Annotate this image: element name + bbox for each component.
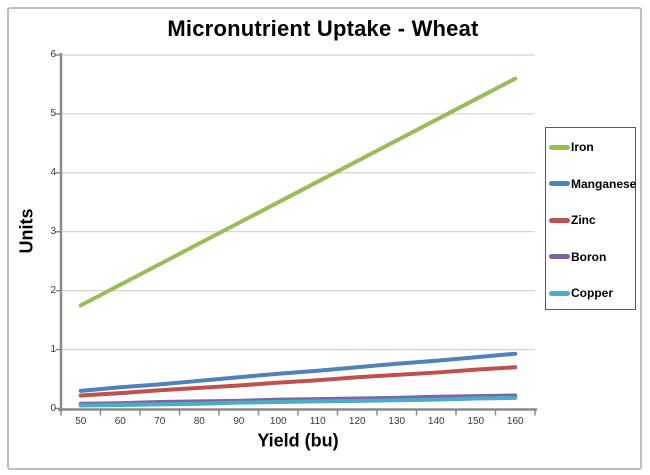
legend-swatch-icon <box>549 290 570 296</box>
legend-label: Iron <box>571 140 594 154</box>
y-tick-label: 6 <box>50 49 56 60</box>
series-line-iron <box>78 76 518 308</box>
series-line-manganese <box>78 351 518 393</box>
legend-label: Copper <box>571 286 613 301</box>
series-line-boron <box>78 393 518 406</box>
x-tick-label: 50 <box>75 416 87 427</box>
x-tick-label: 120 <box>348 416 366 427</box>
legend-item-iron: Iron <box>549 139 594 155</box>
y-tick-label: 2 <box>50 284 56 296</box>
x-axis-title: Yield (bu) <box>257 430 339 451</box>
x-tick-label: 130 <box>388 416 406 427</box>
legend-swatch-icon <box>549 254 570 260</box>
x-tick-label: 140 <box>427 416 445 427</box>
legend-swatch-icon <box>549 181 570 187</box>
legend-swatch-icon <box>549 217 570 223</box>
legend-item-manganese: Manganese <box>549 176 636 192</box>
x-tick-label: 80 <box>193 416 205 427</box>
series-line-zinc <box>78 365 518 398</box>
legend-label: Boron <box>571 249 607 264</box>
series-line-copper <box>78 395 518 408</box>
x-tick-label: 160 <box>506 416 524 427</box>
y-tick-label: 1 <box>50 343 56 355</box>
legend-label: Manganese <box>571 176 637 191</box>
x-tick-label: 100 <box>269 416 287 427</box>
y-tick-label: 5 <box>50 107 56 119</box>
x-tick-label: 150 <box>467 416 485 427</box>
legend-item-copper: Copper <box>549 285 613 301</box>
legend-item-zinc: Zinc <box>549 212 596 228</box>
x-tick-label: 110 <box>309 416 326 427</box>
legend: Iron Manganese Zinc Boron Copper <box>545 127 636 310</box>
legend-label: Zinc <box>571 213 596 228</box>
y-tick-label: 4 <box>50 166 56 178</box>
y-tick-label: 3 <box>50 225 56 237</box>
x-tick-label: 60 <box>114 416 126 427</box>
legend-swatch-icon <box>549 144 570 150</box>
y-tick-label: 0 <box>50 402 56 414</box>
x-tick-label: 70 <box>154 416 166 427</box>
x-tick-label: 90 <box>233 416 245 427</box>
legend-item-boron: Boron <box>549 249 606 265</box>
chart-title: Micronutrient Uptake - Wheat <box>167 16 479 41</box>
